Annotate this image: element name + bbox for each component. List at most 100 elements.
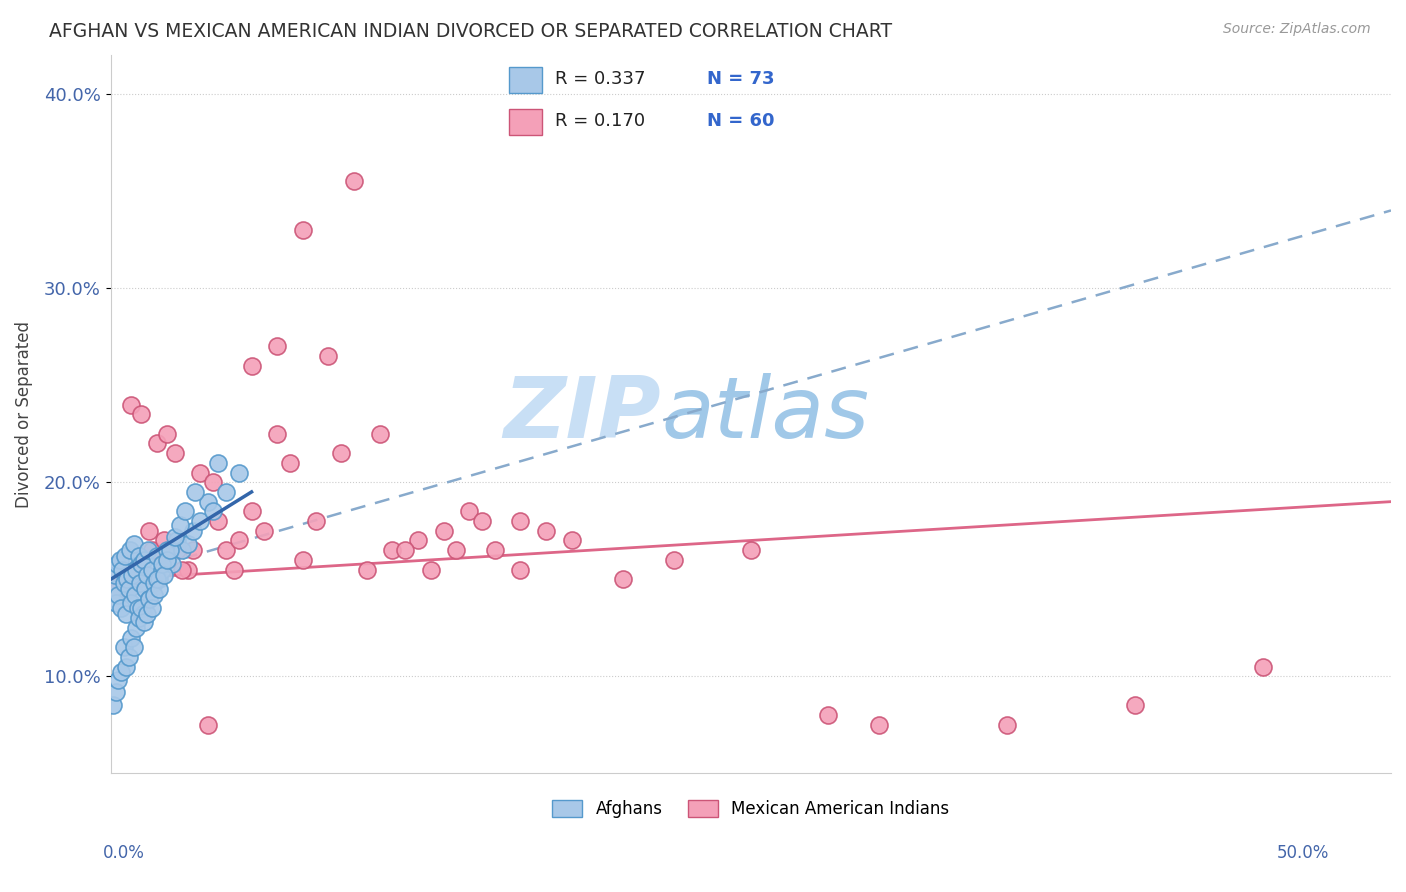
Point xyxy=(484,543,506,558)
Point xyxy=(181,543,204,558)
Point xyxy=(150,563,173,577)
Point xyxy=(120,631,142,645)
Point xyxy=(156,543,179,558)
Point xyxy=(107,582,129,596)
Point xyxy=(136,543,159,558)
Point xyxy=(356,563,378,577)
Point xyxy=(125,621,148,635)
Point xyxy=(138,591,160,606)
Point xyxy=(122,640,145,655)
Point xyxy=(134,582,156,596)
Point xyxy=(103,582,125,596)
Point xyxy=(120,398,142,412)
Point xyxy=(176,537,198,551)
Point xyxy=(207,514,229,528)
Point xyxy=(138,591,160,606)
Point xyxy=(112,640,135,655)
Point xyxy=(266,339,288,353)
Legend: Afghans, Mexican American Indians: Afghans, Mexican American Indians xyxy=(544,791,957,826)
Point xyxy=(125,563,148,577)
Point xyxy=(156,553,179,567)
Point xyxy=(121,568,143,582)
Point xyxy=(432,524,454,538)
Point xyxy=(122,537,145,551)
Point xyxy=(419,563,441,577)
Point xyxy=(132,553,155,567)
Point xyxy=(104,685,127,699)
Point xyxy=(509,514,531,528)
Point xyxy=(138,524,160,538)
Point xyxy=(132,615,155,629)
Point xyxy=(166,543,188,558)
Point xyxy=(124,588,146,602)
Point xyxy=(117,649,139,664)
Point xyxy=(115,659,138,673)
Point xyxy=(471,514,494,528)
Point xyxy=(181,524,204,538)
Point xyxy=(128,549,150,563)
Point xyxy=(166,533,188,548)
Point xyxy=(1123,698,1146,713)
Point xyxy=(146,436,169,450)
Point xyxy=(143,576,166,591)
Point xyxy=(240,359,263,373)
Point xyxy=(112,582,135,596)
Point xyxy=(105,557,128,571)
Point xyxy=(1251,659,1274,673)
Point xyxy=(110,665,132,680)
Point xyxy=(343,174,366,188)
Point xyxy=(253,524,276,538)
Text: R = 0.337: R = 0.337 xyxy=(555,70,645,87)
Point xyxy=(110,601,132,615)
Point xyxy=(160,557,183,571)
Point xyxy=(740,543,762,558)
Point xyxy=(127,601,149,615)
Point xyxy=(612,572,634,586)
Point xyxy=(188,514,211,528)
Point xyxy=(228,533,250,548)
Point xyxy=(561,533,583,548)
Point xyxy=(174,504,197,518)
Point xyxy=(107,673,129,688)
Point xyxy=(131,557,153,571)
Point xyxy=(368,426,391,441)
Point xyxy=(163,446,186,460)
Point xyxy=(150,557,173,571)
Text: N = 73: N = 73 xyxy=(707,70,775,87)
Point xyxy=(159,543,181,558)
Point xyxy=(107,588,129,602)
Point xyxy=(169,517,191,532)
Point xyxy=(148,582,170,596)
Point xyxy=(509,563,531,577)
Text: 0.0%: 0.0% xyxy=(103,844,145,862)
Point xyxy=(172,563,194,577)
Y-axis label: Divorced or Separated: Divorced or Separated xyxy=(15,321,32,508)
Point xyxy=(381,543,404,558)
Bar xyxy=(509,67,543,93)
Point xyxy=(172,543,194,558)
Point xyxy=(153,533,176,548)
Text: Source: ZipAtlas.com: Source: ZipAtlas.com xyxy=(1223,22,1371,37)
Point xyxy=(228,466,250,480)
Point xyxy=(120,596,142,610)
Point xyxy=(215,543,238,558)
Point xyxy=(662,553,685,567)
Text: atlas: atlas xyxy=(661,373,869,456)
Point xyxy=(129,576,152,591)
Point xyxy=(291,553,314,567)
Point xyxy=(103,568,125,582)
Point xyxy=(108,553,131,567)
Point xyxy=(240,504,263,518)
Point xyxy=(458,504,481,518)
Point xyxy=(125,563,148,577)
Point xyxy=(184,485,207,500)
Point xyxy=(141,543,163,558)
Point xyxy=(446,543,468,558)
Point xyxy=(135,568,157,582)
Point xyxy=(304,514,326,528)
Point xyxy=(131,601,153,615)
Point xyxy=(128,572,150,586)
Point xyxy=(291,223,314,237)
Point xyxy=(202,475,225,490)
Point xyxy=(222,563,245,577)
